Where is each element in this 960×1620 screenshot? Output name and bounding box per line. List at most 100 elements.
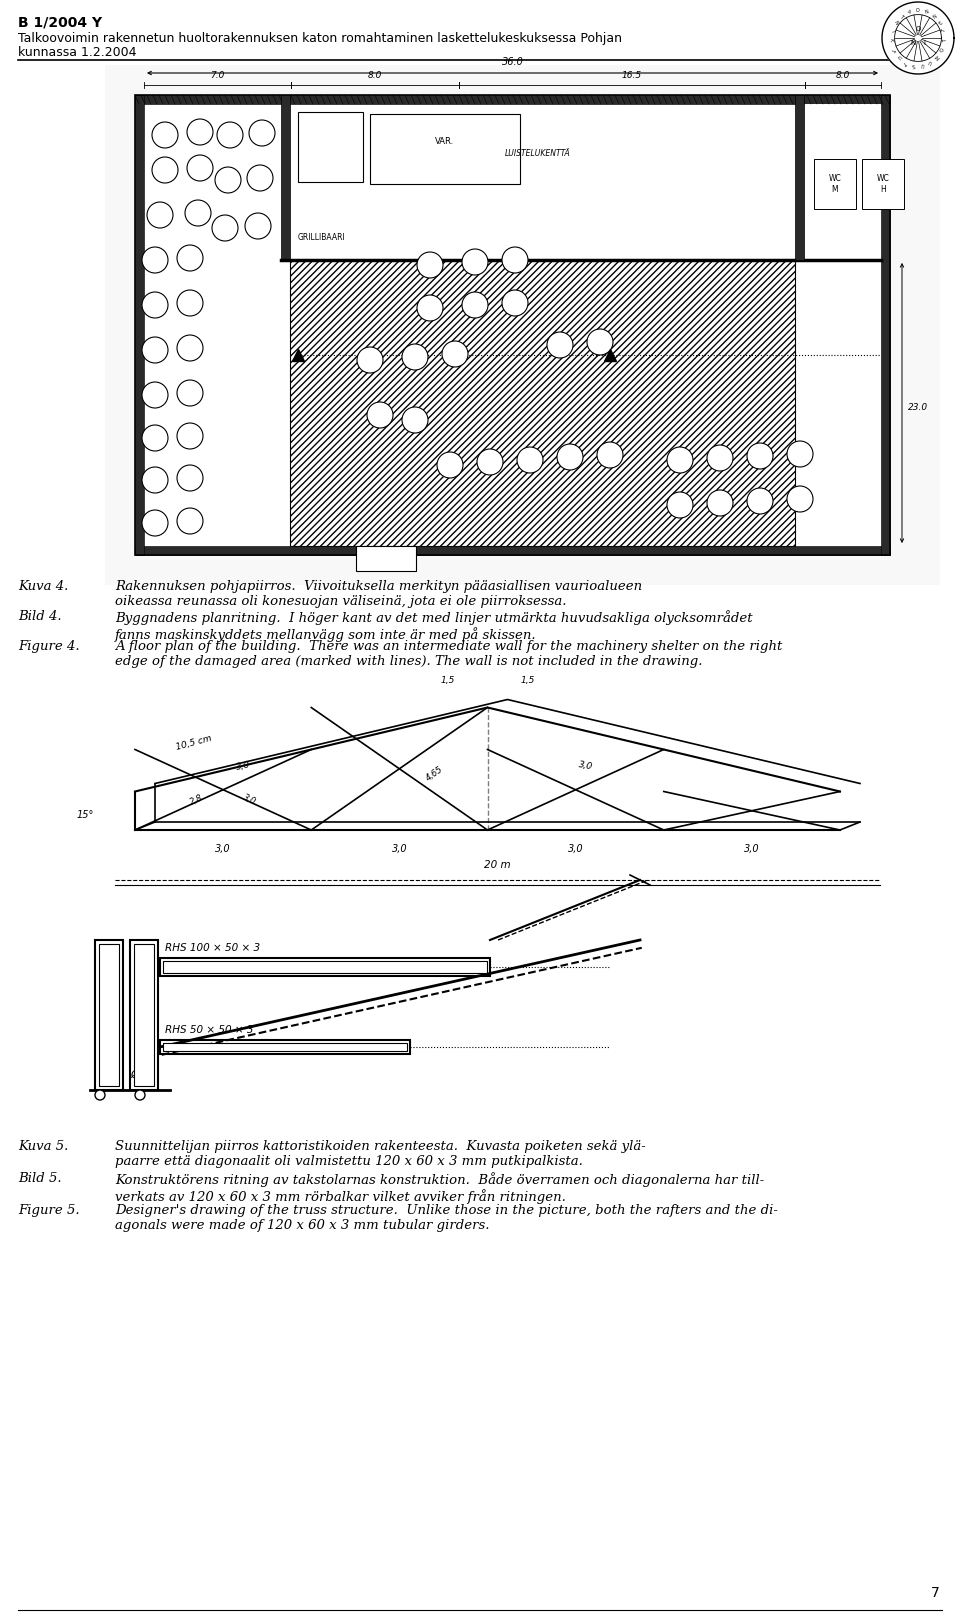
- Circle shape: [667, 447, 693, 473]
- Text: 8.0: 8.0: [368, 71, 382, 79]
- Text: Figure 5.: Figure 5.: [18, 1204, 80, 1217]
- Text: 3,0: 3,0: [242, 792, 257, 807]
- Text: 3,0: 3,0: [567, 844, 584, 854]
- Text: U: U: [921, 62, 924, 68]
- Text: T: T: [902, 58, 907, 65]
- Circle shape: [502, 290, 528, 316]
- Circle shape: [185, 199, 211, 227]
- Circle shape: [547, 332, 573, 358]
- Text: 36.0: 36.0: [501, 57, 523, 66]
- Text: 2,8: 2,8: [189, 792, 204, 807]
- Text: M: M: [935, 53, 941, 60]
- Bar: [135, 96, 890, 104]
- Text: T: T: [943, 39, 948, 42]
- Text: A floor plan of the building.  There was an intermediate wall for the machinery : A floor plan of the building. There was …: [115, 640, 782, 667]
- Circle shape: [587, 329, 613, 355]
- Bar: [130, 940, 158, 1090]
- Text: LUISTELUKENTTÄ: LUISTELUKENTTÄ: [505, 149, 571, 159]
- Circle shape: [177, 381, 203, 407]
- Text: I: I: [889, 31, 895, 32]
- Circle shape: [177, 335, 203, 361]
- Text: 7: 7: [931, 1586, 940, 1601]
- Bar: [370, 113, 520, 185]
- Bar: [163, 1043, 407, 1051]
- Circle shape: [597, 442, 623, 468]
- Circle shape: [417, 295, 443, 321]
- Circle shape: [245, 212, 271, 240]
- Text: 15°: 15°: [76, 810, 94, 820]
- Text: I: I: [923, 40, 925, 47]
- Text: 7.0: 7.0: [210, 71, 225, 79]
- Text: O: O: [940, 45, 946, 52]
- Circle shape: [212, 215, 238, 241]
- Text: 3,0: 3,0: [744, 844, 759, 854]
- Text: RHS 100 × 50 × 3: RHS 100 × 50 × 3: [165, 943, 260, 953]
- Text: Kuva 5.: Kuva 5.: [18, 1140, 68, 1153]
- Text: RHS 50 × 50 × 3: RHS 50 × 50 × 3: [165, 1025, 253, 1035]
- Bar: [134, 944, 154, 1085]
- Circle shape: [142, 337, 168, 363]
- Circle shape: [707, 446, 733, 471]
- Circle shape: [152, 122, 178, 147]
- Text: VAR.: VAR.: [436, 136, 455, 146]
- Text: 4,65: 4,65: [424, 765, 444, 782]
- Polygon shape: [882, 2, 954, 75]
- Bar: [135, 96, 890, 556]
- Polygon shape: [290, 259, 795, 546]
- Circle shape: [357, 347, 383, 373]
- Circle shape: [142, 292, 168, 318]
- Text: 16.5: 16.5: [621, 71, 641, 79]
- Text: Bild 5.: Bild 5.: [18, 1171, 61, 1184]
- Text: Konstruktörens ritning av takstolarnas konstruktion.  Både överramen och diagona: Konstruktörens ritning av takstolarnas k…: [115, 1171, 764, 1204]
- Text: S: S: [912, 62, 916, 68]
- Bar: [135, 96, 144, 556]
- Circle shape: [215, 167, 241, 193]
- Text: U: U: [928, 58, 933, 65]
- Text: WC
M: WC M: [828, 175, 841, 194]
- Text: Rakennuksen pohjapiirros.  Viivoituksella merkityn pääasiallisen vaurioalueen
oi: Rakennuksen pohjapiirros. Viivoituksella…: [115, 580, 642, 608]
- Bar: [298, 112, 363, 181]
- Circle shape: [135, 1090, 145, 1100]
- Text: Suunnittelijan piirros kattoristikoiden rakenteesta.  Kuvasta poiketen sekä ylä-: Suunnittelijan piirros kattoristikoiden …: [115, 1140, 646, 1168]
- Circle shape: [142, 382, 168, 408]
- Circle shape: [707, 489, 733, 517]
- Circle shape: [177, 290, 203, 316]
- Circle shape: [177, 465, 203, 491]
- Circle shape: [217, 122, 243, 147]
- Bar: [804, 104, 881, 259]
- Circle shape: [187, 118, 213, 146]
- Text: 23.0: 23.0: [908, 403, 928, 411]
- Circle shape: [437, 452, 463, 478]
- Text: 8.0: 8.0: [835, 71, 850, 79]
- Circle shape: [417, 253, 443, 279]
- Circle shape: [142, 467, 168, 492]
- Text: T: T: [899, 15, 904, 19]
- Circle shape: [747, 488, 773, 514]
- Bar: [160, 957, 490, 975]
- Text: K: K: [888, 39, 894, 42]
- Circle shape: [462, 292, 488, 318]
- Text: Kuva 4.: Kuva 4.: [18, 580, 68, 593]
- Text: N: N: [892, 21, 899, 26]
- Text: 3,0: 3,0: [392, 844, 407, 854]
- Circle shape: [787, 441, 813, 467]
- Text: Figure 4.: Figure 4.: [18, 640, 80, 653]
- Circle shape: [187, 156, 213, 181]
- Circle shape: [177, 509, 203, 535]
- Text: E: E: [938, 21, 944, 26]
- Text: 10,5 cm: 10,5 cm: [175, 734, 213, 752]
- Circle shape: [177, 423, 203, 449]
- Circle shape: [787, 486, 813, 512]
- Circle shape: [152, 157, 178, 183]
- Bar: [356, 546, 416, 570]
- Text: 20 m: 20 m: [484, 860, 511, 870]
- Bar: [814, 159, 856, 209]
- Circle shape: [442, 340, 468, 368]
- Bar: [144, 104, 881, 546]
- Circle shape: [462, 249, 488, 275]
- Circle shape: [557, 444, 583, 470]
- Bar: [881, 96, 890, 556]
- Circle shape: [142, 246, 168, 274]
- Circle shape: [95, 1090, 105, 1100]
- Circle shape: [249, 120, 275, 146]
